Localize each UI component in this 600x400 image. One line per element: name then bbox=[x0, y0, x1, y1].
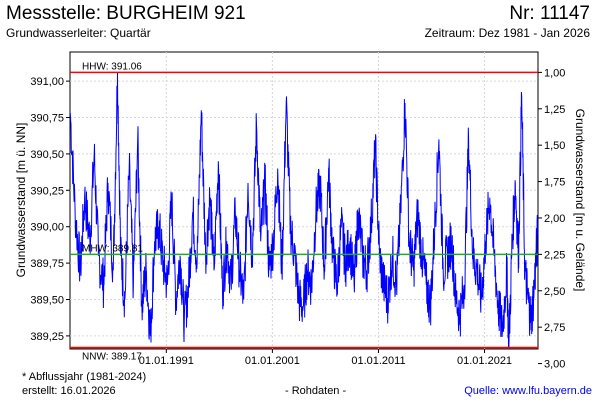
series-line bbox=[69, 72, 539, 348]
x-tick-label: 01.01.1991 bbox=[139, 355, 194, 367]
y-tick-label-left: 390,00 bbox=[30, 222, 64, 234]
reference-line-label: NNW: 389.17 bbox=[82, 352, 142, 363]
y-tick-label-left: 391,00 bbox=[30, 76, 64, 88]
aquifer-label: Grundwasserleiter: Quartär bbox=[6, 26, 151, 40]
y-tick-label-right: 2,25 bbox=[544, 249, 565, 261]
y-tick-label-right: 2,50 bbox=[544, 286, 565, 298]
period-label: Zeitraum: Dez 1981 - Jan 2026 bbox=[424, 26, 590, 40]
y-tick-label-left: 390,50 bbox=[30, 149, 64, 161]
series-group bbox=[69, 72, 539, 348]
station-number: Nr: 11147 bbox=[509, 3, 590, 24]
y-tick-label-right: 2,00 bbox=[544, 213, 565, 225]
y-axis-label-right: Grundwasserstand [m u. Gelände] bbox=[573, 109, 587, 292]
raw-data-note: - Rohdaten - bbox=[285, 385, 347, 397]
reference-line-label: MHW: 389.81 bbox=[82, 243, 143, 254]
y-tick-label-left: 389,25 bbox=[30, 331, 64, 343]
y-axis-label-left: Grundwasserstand [m ü. NN] bbox=[14, 123, 28, 278]
y-tick-label-right: 1,25 bbox=[544, 104, 565, 116]
reference-line-label: HHW: 391.06 bbox=[82, 61, 142, 72]
page-title: Messstelle: BURGHEIM 921 bbox=[6, 3, 246, 24]
y-tick-label-left: 390,75 bbox=[30, 113, 64, 125]
tick-labels: 391,00 390,75 390,50 390,25 390,00 389,75 389,… bbox=[30, 67, 565, 370]
x-tick-label: 01.01.2011 bbox=[351, 355, 405, 367]
y-tick-label-right: 2,75 bbox=[544, 322, 565, 334]
y-tick-label-left: 389,50 bbox=[30, 295, 64, 307]
y-tick-label-right: 1,75 bbox=[544, 177, 565, 189]
x-tick-label: 01.01.2001 bbox=[245, 355, 300, 367]
y-tick-label-right: 1,00 bbox=[544, 67, 565, 79]
y-tick-label-right: 3,00 bbox=[544, 359, 565, 371]
source-link[interactable]: Quelle: www.lfu.bayern.de bbox=[464, 385, 592, 397]
y-tick-label-left: 389,75 bbox=[30, 258, 64, 270]
reference-lines: HHW: 391.06 MHW: 389.81 NNW: 389.17 bbox=[70, 61, 538, 363]
x-tick-label: 01.01.2021 bbox=[457, 355, 512, 367]
y-tick-label-left: 390,25 bbox=[30, 185, 64, 197]
footnote-abflussjahr: * Abflussjahr (1981-2024) bbox=[22, 371, 147, 383]
created-date: erstellt: 16.01.2026 bbox=[22, 385, 116, 397]
y-tick-label-right: 1,50 bbox=[544, 140, 565, 152]
